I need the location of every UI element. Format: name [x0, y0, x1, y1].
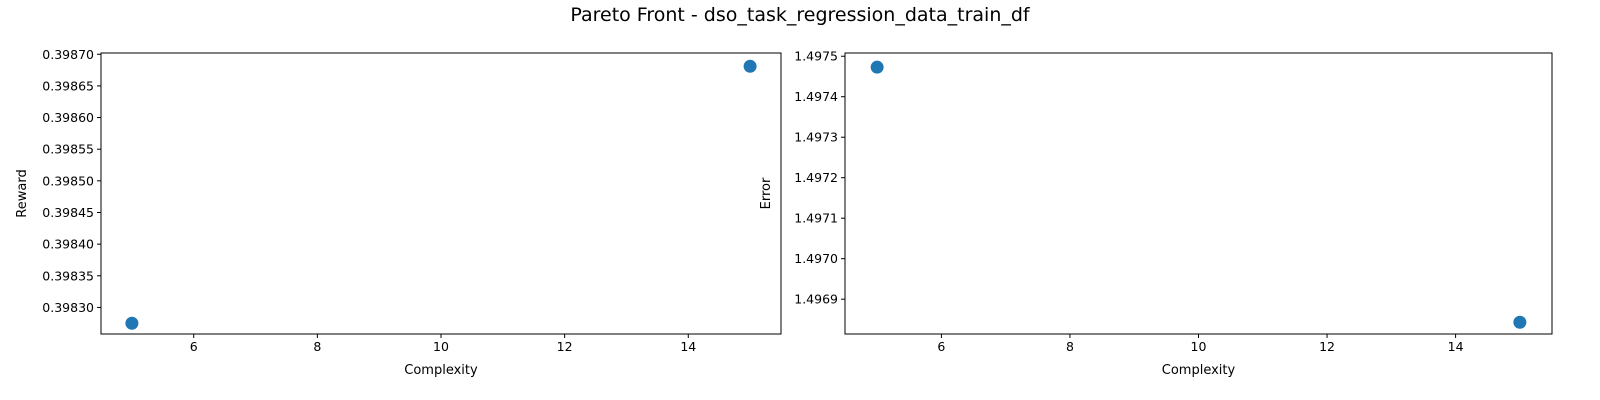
x-axis-label: Complexity	[1162, 363, 1236, 378]
figure-title: Pareto Front - dso_task_regression_data_…	[570, 4, 1030, 26]
y-tick-label: 1.4969	[794, 292, 838, 307]
x-tick-label: 14	[680, 339, 696, 354]
x-tick-label: 8	[1066, 339, 1074, 354]
y-tick-label: 1.4974	[794, 89, 838, 104]
y-tick-label: 0.39835	[42, 268, 94, 283]
y-tick-label: 0.39830	[42, 300, 94, 315]
subplot-1: 6 8 10 12 14 0.39830 0.39835 0.39840 0.39845 0.39…	[15, 47, 782, 378]
x-tick-label: 6	[190, 339, 198, 354]
x-tick-label: 12	[1319, 339, 1335, 354]
scatter-point	[870, 60, 884, 74]
scatter-point	[1513, 315, 1527, 329]
y-tick-label: 1.4970	[794, 251, 838, 266]
axes-frame	[100, 52, 782, 335]
axes-frame	[844, 52, 1553, 335]
y-tick-label: 0.39850	[42, 173, 94, 188]
subplot-2: 6 8 10 12 14 1.4969 1.4970 1.4971 1.4972 1.4973 1.…	[759, 49, 1553, 378]
y-tick-label: 1.4975	[794, 49, 838, 64]
x-tick-label: 10	[433, 339, 449, 354]
y-tick-label: 0.39860	[42, 110, 94, 125]
x-tick-label: 14	[1448, 339, 1464, 354]
y-tick-label: 0.39865	[42, 78, 94, 93]
x-tick-label: 12	[557, 339, 573, 354]
scatter-point	[125, 316, 139, 330]
y-axis-label: Reward	[15, 169, 30, 217]
y-tick-label: 0.39855	[42, 142, 94, 157]
x-axis-label: Complexity	[404, 363, 478, 378]
y-tick-label: 0.39840	[42, 237, 94, 252]
y-tick-label: 1.4972	[794, 170, 838, 185]
scatter-point	[743, 59, 757, 73]
x-tick-label: 10	[1191, 339, 1207, 354]
y-tick-label: 0.39845	[42, 205, 94, 220]
x-tick-label: 8	[313, 339, 321, 354]
x-tick-label: 6	[937, 339, 945, 354]
y-tick-label: 0.39870	[42, 47, 94, 62]
y-axis-label: Error	[759, 177, 774, 209]
y-tick-label: 1.4973	[794, 130, 838, 145]
y-tick-label: 1.4971	[794, 211, 838, 226]
